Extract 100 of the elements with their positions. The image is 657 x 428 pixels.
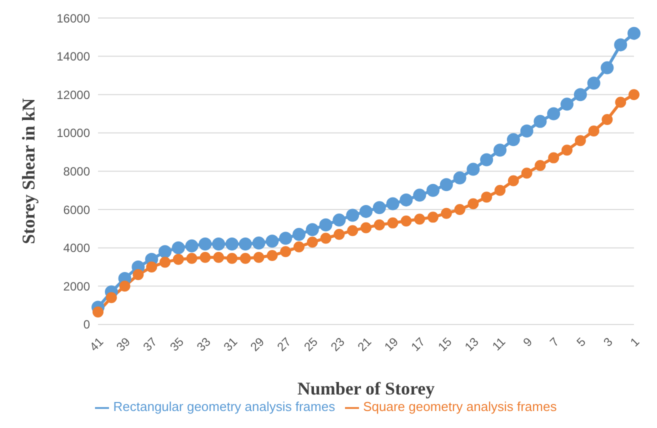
point (346, 208, 360, 222)
point (520, 124, 534, 138)
x-tick-label: 7 (547, 334, 562, 350)
x-tick-label: 39 (114, 334, 134, 354)
point (508, 175, 519, 186)
x-tick-label: 23 (328, 334, 348, 354)
y-tick-label: 2000 (63, 279, 90, 294)
point (240, 252, 251, 264)
point (480, 153, 494, 166)
y-tick-label: 12000 (56, 88, 90, 102)
point (574, 88, 587, 102)
point (212, 238, 226, 250)
point (615, 96, 626, 108)
point (172, 254, 184, 265)
x-axis-title: Number of Storey (297, 378, 435, 398)
y-tick-label: 16000 (56, 11, 90, 26)
point (198, 238, 212, 250)
point (306, 236, 318, 248)
point (466, 162, 480, 176)
point (602, 114, 613, 126)
point (266, 250, 278, 261)
x-tick-label: 21 (354, 334, 374, 354)
point (186, 252, 198, 264)
point (319, 218, 332, 232)
point (172, 241, 185, 254)
point (279, 232, 292, 245)
point (587, 76, 600, 90)
point (185, 239, 198, 252)
point (440, 178, 453, 192)
point (226, 252, 238, 264)
x-tick-label: 31 (220, 334, 240, 354)
point (562, 144, 572, 156)
x-tick-label: 15 (435, 334, 455, 354)
point (387, 217, 398, 228)
point (213, 252, 224, 263)
x-tick-label: 17 (408, 334, 428, 354)
point (521, 168, 532, 179)
point (106, 292, 117, 304)
point (400, 193, 413, 206)
point (534, 160, 546, 171)
point (574, 135, 586, 146)
x-tick-label: 19 (382, 334, 402, 354)
point (413, 188, 426, 202)
point (628, 89, 640, 100)
point (332, 214, 346, 227)
point (440, 208, 452, 219)
point (494, 144, 506, 157)
point (428, 212, 438, 223)
point (614, 38, 628, 52)
point (360, 204, 372, 218)
point (468, 198, 479, 210)
x-tick-label: 13 (462, 334, 482, 354)
x-tick-label: 37 (140, 334, 160, 354)
point (160, 256, 170, 268)
point (360, 222, 372, 234)
x-tick-label: 41 (86, 334, 106, 354)
x-tick-label: 33 (194, 334, 214, 354)
point (252, 236, 266, 250)
point (119, 280, 130, 292)
y-tick-label: 8000 (63, 164, 90, 178)
legend-label: Square geometry analysis frames (363, 399, 557, 414)
point (372, 201, 386, 214)
point (347, 225, 358, 236)
point (414, 214, 426, 225)
legend-label: Rectangular geometry analysis frames (113, 399, 336, 414)
point (253, 252, 264, 263)
y-tick-label: 10000 (56, 126, 90, 140)
y-tick-label: 14000 (56, 50, 90, 64)
point (628, 26, 640, 40)
point (226, 238, 238, 250)
point (547, 107, 560, 120)
point (92, 306, 104, 318)
point (146, 261, 158, 272)
point (506, 133, 520, 146)
point (534, 114, 547, 128)
point (266, 234, 279, 248)
point (400, 216, 412, 227)
x-tick-label: 11 (489, 334, 508, 354)
point (426, 184, 440, 197)
point (200, 252, 211, 263)
point (454, 204, 466, 216)
y-axis-title: Storey Shear in kN (18, 98, 38, 244)
y-tick-label: 6000 (63, 202, 90, 217)
point (494, 184, 506, 196)
point (481, 192, 492, 203)
point (560, 98, 574, 111)
point (294, 241, 304, 252)
x-tick-label: 27 (274, 334, 294, 354)
x-tick-label: 29 (248, 334, 268, 354)
y-tick-label: 0 (83, 318, 90, 332)
point (292, 228, 306, 241)
point (306, 223, 319, 236)
y-tick-label: 4000 (63, 241, 90, 256)
point (453, 171, 466, 184)
x-tick-label: 1 (628, 334, 642, 350)
x-tick-label: 3 (600, 334, 616, 350)
point (386, 197, 400, 210)
x-tick-label: 35 (167, 334, 187, 354)
x-tick-label: 9 (520, 334, 536, 350)
point (132, 269, 144, 280)
